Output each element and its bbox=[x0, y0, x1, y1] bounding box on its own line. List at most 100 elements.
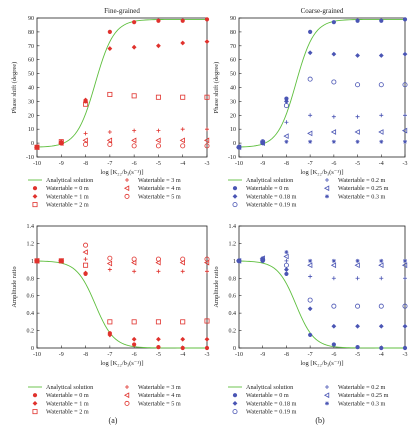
series-watertable-0-18-m bbox=[236, 257, 408, 329]
data-point bbox=[107, 267, 112, 272]
data-point bbox=[58, 140, 64, 146]
x-tick-label: -6 bbox=[132, 161, 137, 167]
data-point bbox=[131, 93, 137, 99]
y-tick-label: 1.4 bbox=[229, 224, 237, 230]
data-point bbox=[308, 274, 313, 279]
data-point bbox=[83, 97, 88, 103]
data-point bbox=[330, 129, 337, 135]
data-point bbox=[378, 262, 384, 269]
data-point bbox=[379, 276, 384, 281]
legend-label: Watertable = 0.18 m bbox=[246, 400, 297, 407]
data-point bbox=[403, 139, 407, 144]
x-tick-label: -8 bbox=[284, 161, 289, 167]
x-axis-label: log [K₂₂/b₃(s⁻¹)] bbox=[100, 169, 143, 176]
y-tick-label: 0.6 bbox=[229, 294, 237, 300]
y-tick-label: 80 bbox=[28, 30, 34, 36]
x-tick-label: -6 bbox=[331, 161, 336, 167]
data-point bbox=[180, 127, 185, 132]
data-point bbox=[284, 250, 289, 255]
x-tick-label: -3 bbox=[403, 161, 408, 167]
legend-label: Watertable = 0.25 m bbox=[338, 392, 389, 399]
data-point bbox=[180, 336, 186, 342]
legend-label: Watertable = 5 m bbox=[138, 193, 181, 200]
legend-label: Watertable = 0.2 m bbox=[338, 384, 386, 391]
y-tick-label: -10 bbox=[228, 155, 236, 161]
x-tick-label: -10 bbox=[33, 352, 41, 358]
series-watertable-5-m bbox=[34, 242, 210, 264]
data-point bbox=[132, 269, 137, 274]
data-point bbox=[180, 18, 185, 23]
series-watertable-0-18-m bbox=[236, 50, 408, 150]
data-point bbox=[355, 18, 360, 23]
y-tick-label: -10 bbox=[26, 155, 34, 161]
legend-label: Analytical solution bbox=[46, 177, 93, 184]
legend-label: Watertable = 4 m bbox=[138, 185, 181, 192]
x-tick-label: -9 bbox=[59, 161, 64, 167]
data-point bbox=[180, 256, 186, 262]
data-point bbox=[83, 242, 89, 248]
data-point bbox=[155, 94, 161, 100]
legend-marker bbox=[325, 401, 329, 406]
data-point bbox=[403, 113, 407, 118]
y-tick-label: 0 bbox=[233, 346, 236, 352]
data-point bbox=[156, 18, 161, 23]
data-point bbox=[180, 40, 186, 46]
legend-label: Watertable = 0 m bbox=[46, 392, 89, 399]
data-point bbox=[401, 262, 408, 269]
data-point bbox=[83, 101, 89, 107]
data-point bbox=[355, 53, 360, 58]
data-point bbox=[156, 345, 161, 350]
data-point bbox=[283, 103, 289, 109]
data-point bbox=[83, 257, 88, 262]
data-point bbox=[331, 323, 337, 329]
data-point bbox=[83, 141, 89, 147]
data-point bbox=[355, 258, 360, 263]
data-point bbox=[284, 271, 289, 277]
legend-label: Watertable = 3 m bbox=[138, 384, 181, 391]
x-tick-label: -7 bbox=[308, 161, 313, 167]
y-tick-label: 70 bbox=[28, 44, 34, 50]
legend-marker bbox=[32, 393, 38, 398]
chart-phase_fine: -10 -9 -8 -7 -6 -5 -4 -3 -10 0 10 20 30 40 50 60 70 80 90 F… bbox=[11, 7, 210, 176]
legend-label: Watertable = 0.19 m bbox=[246, 202, 297, 209]
data-point bbox=[131, 143, 137, 149]
data-point bbox=[204, 318, 210, 324]
data-point bbox=[204, 256, 210, 262]
data-point bbox=[107, 29, 112, 34]
data-point bbox=[83, 262, 89, 268]
caption-b: (b) bbox=[315, 416, 325, 425]
series-watertable-0-25-m bbox=[235, 127, 408, 151]
y-tick-label: 50 bbox=[28, 72, 34, 78]
legend-label: Watertable = 1 m bbox=[46, 400, 89, 407]
data-point bbox=[378, 303, 384, 309]
y-axis-label: Amplitude ratio bbox=[213, 266, 220, 307]
y-tick-label: 20 bbox=[230, 113, 236, 119]
y-tick-label: 70 bbox=[230, 44, 236, 50]
x-tick-label: -9 bbox=[260, 161, 265, 167]
data-point bbox=[379, 258, 384, 263]
legend-label: Watertable = 0 m bbox=[246, 185, 289, 192]
data-point bbox=[284, 99, 289, 104]
x-tick-label: -10 bbox=[235, 161, 243, 167]
x-tick-label: -5 bbox=[355, 352, 360, 358]
data-point bbox=[355, 276, 360, 281]
legend-marker bbox=[232, 202, 238, 208]
legend-label: Watertable = 0.3 m bbox=[338, 400, 386, 407]
x-tick-label: -10 bbox=[235, 352, 243, 358]
data-point bbox=[180, 94, 186, 100]
x-tick-label: -7 bbox=[107, 161, 112, 167]
chart-title: Coarse-grained bbox=[301, 7, 344, 15]
legend-label: Analytical solution bbox=[246, 384, 293, 391]
y-tick-label: 60 bbox=[230, 58, 236, 64]
x-tick-label: -9 bbox=[59, 352, 64, 358]
y-tick-label: 0 bbox=[31, 141, 34, 147]
data-point bbox=[307, 50, 313, 56]
legend-marker bbox=[325, 178, 329, 182]
analytical-solution-line bbox=[238, 18, 405, 148]
plot-frame bbox=[36, 17, 208, 158]
y-tick-label: 10 bbox=[230, 127, 236, 133]
y-tick-label: 40 bbox=[28, 86, 34, 92]
data-point bbox=[354, 129, 360, 135]
